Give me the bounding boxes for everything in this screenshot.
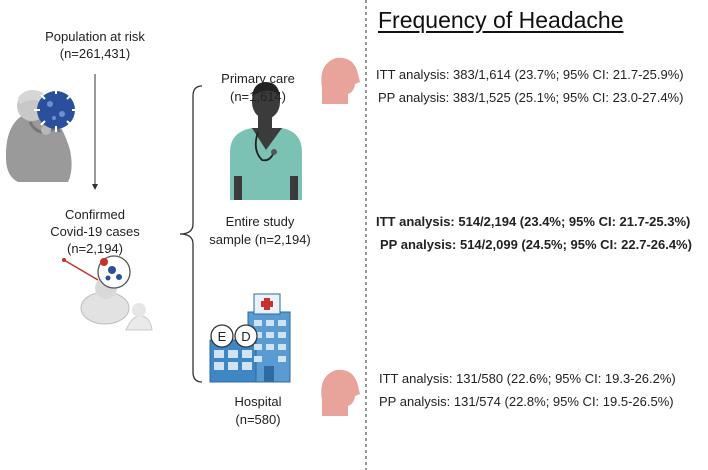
entire-sample-label-2: sample (n=2,194) — [209, 232, 311, 247]
down-arrow — [92, 74, 98, 190]
primary-itt-result: ITT analysis: 383/1,614 (23.7%; 95% CI: … — [376, 67, 684, 82]
entire-pp-result: PP analysis: 514/2,099 (24.5%; 95% CI: 2… — [380, 237, 692, 252]
hospital-n: (n=580) — [235, 412, 281, 427]
population-n: (n=261,431) — [59, 46, 131, 61]
hospital-icon: E D — [209, 293, 291, 383]
entire-sample-label-1: Entire study — [225, 214, 295, 229]
doctor-icon — [230, 82, 302, 200]
population-label: Population at risk — [45, 29, 145, 44]
entire-itt-result: ITT analysis: 514/2,194 (23.4%; 95% CI: … — [376, 214, 691, 229]
frequency-title: Frequency of Headache — [378, 7, 624, 33]
primary-pp-result: PP analysis: 383/1,525 (25.1%; 95% CI: 2… — [378, 90, 684, 105]
confirmed-n: (n=2,194) — [66, 241, 123, 256]
hospital-label: Hospital — [234, 394, 282, 409]
hospital-itt-result: ITT analysis: 131/580 (22.6%; 95% CI: 19… — [379, 371, 676, 386]
ed-letter-d: D — [241, 329, 250, 344]
confirmed-label-1: Confirmed — [65, 207, 125, 222]
hospital-pp-result: PP analysis: 131/574 (22.8%; 95% CI: 19.… — [379, 394, 674, 409]
head-icon-primary — [321, 57, 360, 104]
head-icon-hospital — [321, 369, 360, 416]
primary-care-label: Primary care — [221, 71, 295, 86]
primary-care-n: (n=1,614) — [229, 89, 286, 104]
ed-letter-e: E — [218, 329, 227, 344]
covid-test-icon — [62, 255, 153, 331]
curly-brace — [179, 85, 203, 383]
virus-icon — [34, 88, 78, 132]
confirmed-label-2: Covid-19 cases — [50, 224, 140, 239]
